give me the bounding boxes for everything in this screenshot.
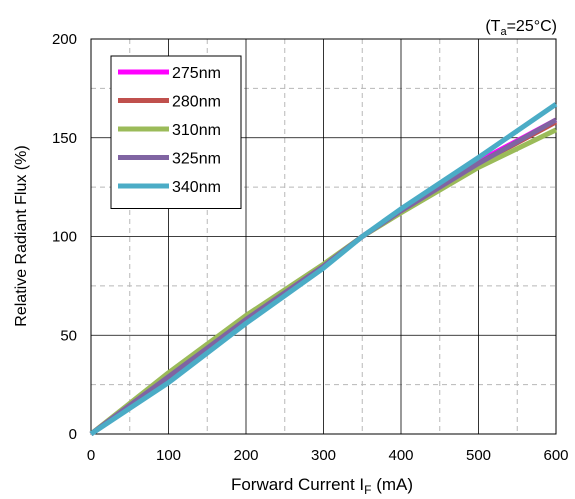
x-axis-tick-labels: 0 100 200 300 400 500 600 — [87, 447, 569, 464]
legend-label-275nm: 275nm — [172, 65, 221, 82]
y-tick-label: 50 — [60, 327, 77, 344]
y-axis-tick-labels: 0 50 100 150 200 — [52, 31, 77, 443]
y-tick-label: 0 — [69, 426, 77, 443]
x-tick-label: 400 — [388, 447, 413, 464]
x-axis-label: Forward Current IF (mA) — [231, 475, 413, 497]
legend-label-340nm: 340nm — [172, 179, 221, 196]
legend: 275nm 280nm 310nm 325nm 340nm — [110, 55, 242, 209]
series-line-340nm — [89, 102, 558, 437]
major-gridlines — [91, 39, 556, 434]
legend-label-325nm: 325nm — [172, 151, 221, 168]
y-axis-label: Relative Radiant Flux (%) — [13, 145, 30, 326]
y-tick-label: 150 — [52, 130, 77, 147]
legend-label-310nm: 310nm — [172, 122, 221, 139]
y-tick-label: 100 — [52, 229, 77, 246]
x-tick-label: 100 — [156, 447, 181, 464]
y-tick-label: 200 — [52, 31, 77, 48]
x-tick-label: 200 — [233, 447, 258, 464]
legend-box — [110, 55, 242, 209]
plot-area-frame — [90, 38, 557, 435]
x-tick-label: 0 — [87, 447, 95, 464]
x-tick-label: 300 — [311, 447, 336, 464]
x-tick-label: 600 — [543, 447, 568, 464]
legend-label-280nm: 280nm — [172, 94, 221, 111]
condition-label: (Ta=25°C) — [485, 18, 557, 38]
x-tick-label: 500 — [466, 447, 491, 464]
series-lines — [89, 102, 558, 437]
